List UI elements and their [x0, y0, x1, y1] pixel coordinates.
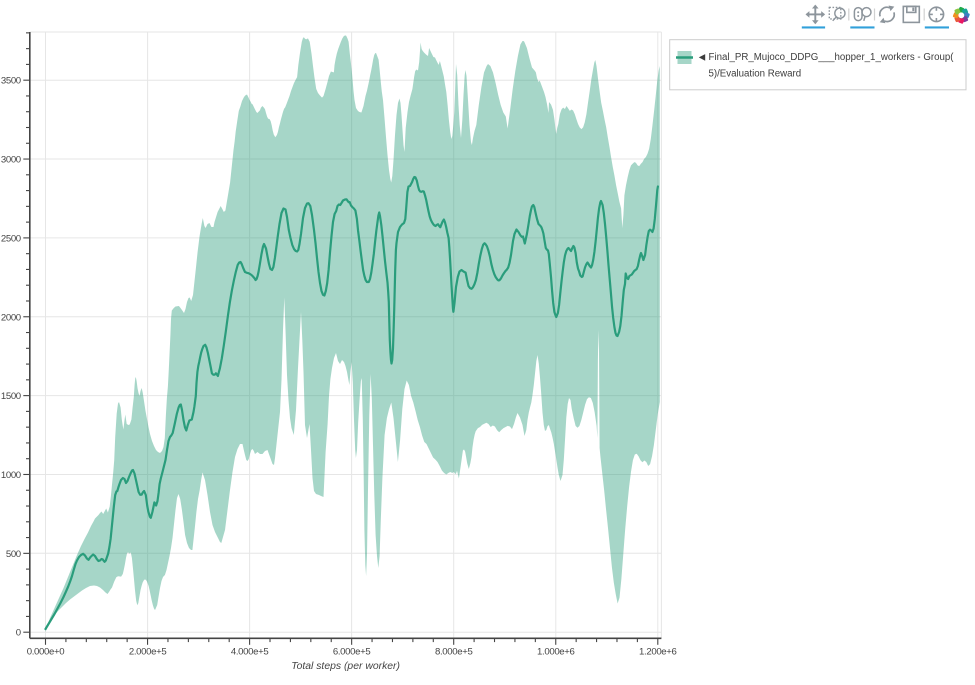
svg-text:0: 0 [16, 628, 21, 639]
svg-text:2000: 2000 [1, 312, 21, 323]
svg-text:8.000e+5: 8.000e+5 [435, 647, 472, 658]
svg-text:1.000e+6: 1.000e+6 [537, 647, 574, 658]
svg-text:0.000e+0: 0.000e+0 [27, 647, 64, 658]
svg-text:Final_PR_Mujoco_DDPG___hopper_: Final_PR_Mujoco_DDPG___hopper_1_workers … [709, 52, 955, 63]
svg-text:500: 500 [6, 549, 21, 560]
svg-text:1.200e+6: 1.200e+6 [639, 647, 676, 658]
svg-text:1500: 1500 [1, 391, 21, 402]
svg-text:6.000e+5: 6.000e+5 [333, 647, 370, 658]
svg-text:2500: 2500 [1, 233, 21, 244]
svg-text:4.000e+5: 4.000e+5 [231, 647, 268, 658]
svg-text:1000: 1000 [1, 470, 21, 481]
svg-text:2.000e+5: 2.000e+5 [129, 647, 166, 658]
svg-text:Total steps (per worker): Total steps (per worker) [291, 661, 400, 672]
svg-text:5)/Evaluation Reward: 5)/Evaluation Reward [709, 69, 802, 80]
svg-text:3000: 3000 [1, 155, 21, 166]
svg-text:3500: 3500 [1, 76, 21, 87]
